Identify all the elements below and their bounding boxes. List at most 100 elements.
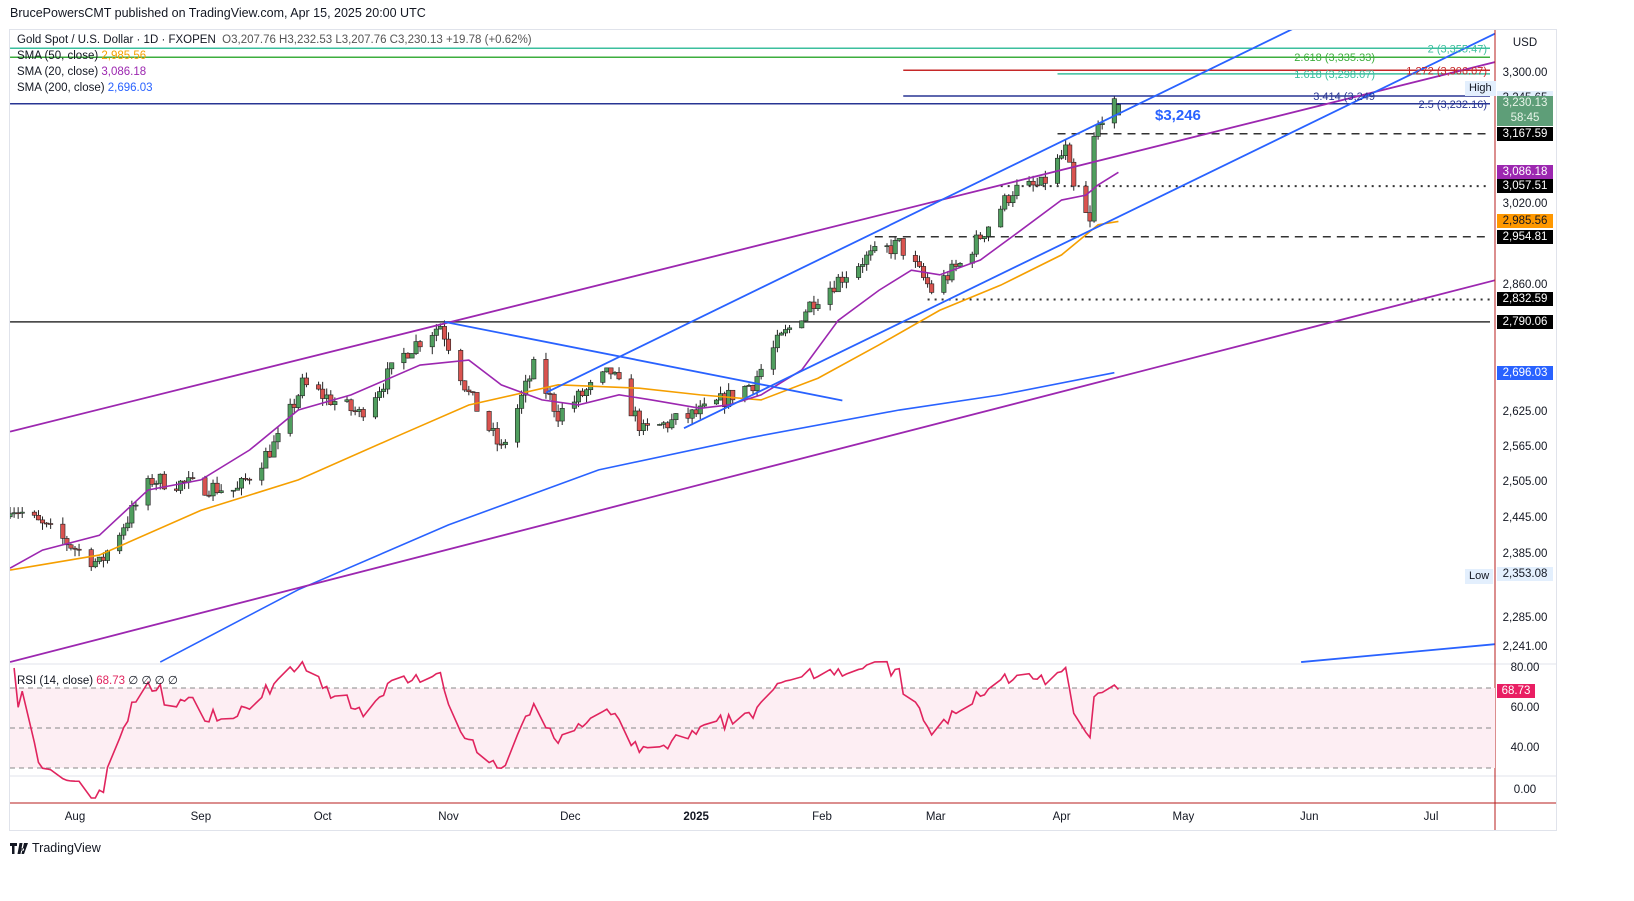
time-axis-label: Apr — [1052, 811, 1071, 823]
candle — [665, 422, 671, 429]
legend-rsi[interactable]: RSI (14, close) 68.73 ∅ ∅ ∅ ∅ — [17, 673, 178, 687]
candle — [579, 390, 585, 397]
fib-2618-label: 2.618 (3,335.33) — [1294, 52, 1375, 64]
candle — [1010, 195, 1016, 204]
time-axis-label: 2025 — [683, 811, 709, 823]
time-axis-label: Sep — [190, 811, 212, 823]
candle — [376, 391, 382, 398]
candle — [218, 490, 224, 493]
fib-2-label: 2 (3,355.47) — [1428, 43, 1487, 55]
time-axis-label: Dec — [560, 811, 581, 823]
candle — [149, 478, 155, 485]
price-axis-label: 3,086.18 — [1497, 165, 1553, 180]
candle — [1059, 155, 1065, 159]
candle — [238, 478, 244, 489]
candle — [555, 411, 561, 422]
candle — [64, 538, 70, 546]
candle — [787, 327, 793, 330]
candle — [10, 513, 13, 518]
publisher-line: BrucePowersCMT published on TradingView.… — [10, 6, 426, 20]
candle — [360, 409, 366, 418]
candle — [1071, 161, 1077, 187]
candle — [864, 254, 870, 265]
candle — [559, 408, 565, 422]
price-annotation: $3,246 — [1155, 107, 1201, 124]
fib-25-label: 2.5 (3,232.16) — [1419, 99, 1488, 111]
candle — [271, 441, 277, 458]
time-axis-label: Aug — [64, 811, 86, 823]
ohlc-values: O3,207.76 H3,232.53 L3,207.76 C3,230.13 … — [222, 34, 532, 46]
candle — [872, 246, 878, 252]
candle — [174, 488, 180, 491]
candle — [413, 341, 419, 354]
legend-sma200[interactable]: SMA (200, close) 2,696.03 — [17, 82, 153, 94]
candle — [884, 245, 890, 248]
candle — [1083, 185, 1089, 213]
price-axis-label: 2,625.00 — [1502, 406, 1548, 419]
candle — [401, 352, 407, 364]
price-axis-label: 2,832.59 — [1497, 292, 1553, 307]
candle — [916, 261, 922, 267]
time-axis-label: Mar — [925, 811, 946, 823]
candle — [575, 390, 581, 403]
candle — [40, 519, 46, 524]
candle — [206, 494, 212, 497]
zero-label: 0.00 — [1513, 784, 1537, 796]
sma20-value: 3,086.18 — [101, 66, 147, 78]
candle — [697, 405, 703, 415]
price-axis-label: 3,057.51 — [1497, 179, 1553, 194]
fib-1618-label: 1.618 (3,298.07) — [1294, 69, 1375, 81]
candle — [88, 549, 94, 568]
candle — [462, 380, 468, 391]
legend-symbol-row: Gold Spot / U.S. Dollar · 1D · FXOPEN O3… — [17, 34, 532, 46]
candle — [657, 424, 663, 426]
candle — [973, 234, 979, 255]
candle — [60, 523, 66, 539]
candle — [746, 385, 752, 387]
purple-lower-channel — [10, 279, 1495, 663]
rsi-label: RSI (14, close) — [17, 675, 94, 687]
candle — [121, 527, 127, 536]
price-axis-label: 2,860.00 — [1502, 279, 1548, 292]
price-axis-label: 2,285.00 — [1502, 611, 1548, 624]
sma200-line — [159, 371, 1115, 663]
candle — [320, 388, 326, 399]
candle — [129, 505, 135, 524]
candle — [1087, 212, 1093, 222]
tradingview-logo[interactable]: TradingView — [10, 841, 101, 855]
candle — [275, 433, 281, 443]
candle — [96, 556, 102, 562]
rsi-pane — [10, 660, 1495, 799]
candle — [782, 329, 788, 334]
blue-channel-upper — [545, 30, 1293, 394]
candle — [92, 561, 98, 568]
symbol-title[interactable]: Gold Spot / U.S. Dollar · 1D · FXOPEN — [17, 34, 216, 46]
candle — [640, 423, 646, 431]
candle — [998, 208, 1004, 228]
candle — [730, 389, 736, 401]
currency-button[interactable]: USD — [1512, 37, 1538, 49]
candle — [945, 275, 951, 281]
candle — [831, 287, 837, 293]
candle — [417, 341, 423, 348]
legend-sma20[interactable]: SMA (20, close) 3,086.18 — [17, 66, 146, 78]
candle — [811, 301, 817, 309]
candle — [381, 388, 387, 392]
time-axis-label: Feb — [812, 811, 832, 823]
candle — [15, 512, 21, 515]
candle — [900, 238, 906, 256]
candle — [44, 522, 50, 525]
candle — [941, 275, 947, 293]
low-tag: Low — [1465, 569, 1494, 584]
candle — [299, 377, 305, 397]
candle — [803, 311, 809, 322]
candle — [441, 326, 447, 340]
candle — [531, 359, 537, 380]
candle — [230, 489, 236, 492]
candle — [389, 362, 395, 370]
legend-sma50[interactable]: SMA (50, close) 2,985.56 — [17, 50, 146, 62]
candle — [352, 410, 358, 413]
candle — [661, 422, 667, 425]
sma200-value: 2,696.03 — [107, 82, 153, 94]
